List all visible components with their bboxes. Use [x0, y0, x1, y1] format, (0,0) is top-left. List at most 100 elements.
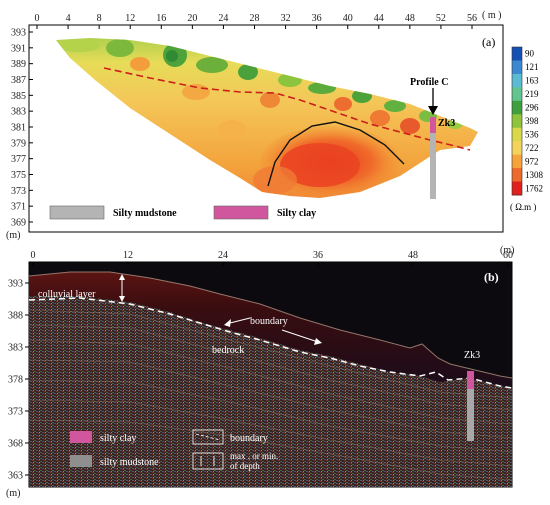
- profile-label: Profile C: [410, 77, 448, 88]
- panel-a-x-tick-label: 20: [187, 13, 197, 24]
- panel-a-x-tick-label: 0: [35, 13, 40, 24]
- panel-a-y-tick-label: 381: [11, 123, 26, 134]
- panel-a-y-tick-label: 377: [11, 154, 26, 165]
- panel-a-x-tick-label: 48: [405, 13, 415, 24]
- colorbar-value: 398: [525, 116, 539, 126]
- colorbar-value: 90: [525, 49, 535, 59]
- legend-b-depth-label-2: of depth: [230, 461, 260, 471]
- colorbar-value: 121: [525, 62, 539, 72]
- colorbar-unit: ( Ω.m ): [510, 202, 536, 212]
- colorbar-swatch: [512, 100, 522, 115]
- boundary-label: boundary: [250, 316, 288, 327]
- panel-b-y-ticks: 393 388 383 378 373 368 363: [8, 279, 29, 482]
- panel-b-y-tick-label: 378: [8, 375, 23, 386]
- panel-a-x-tick-label: 28: [250, 13, 260, 24]
- colorbar-swatch: [512, 154, 522, 169]
- panel-b-x-tick-label: 60: [503, 250, 513, 261]
- colorbar-swatch: [512, 141, 522, 156]
- panel-a-x-tick-label: 56: [467, 13, 477, 24]
- gpr-borehole-clay: [467, 371, 474, 389]
- colorbar-swatch: [512, 47, 522, 61]
- panel-a-y-tick-label: 373: [11, 186, 26, 197]
- panel-b-y-tick-label: 373: [8, 407, 23, 418]
- panel-a-x-tick-label: 52: [436, 13, 446, 24]
- gpr-borehole-label: Zk3: [464, 350, 480, 361]
- colorbar-swatch: [512, 73, 522, 88]
- colorbar-swatch: [512, 168, 522, 183]
- panel-b-y-tick-label: 388: [8, 311, 23, 322]
- panel-a-y-tick-label: 371: [11, 202, 26, 213]
- panel-a-y-tick-label: 369: [11, 218, 26, 229]
- colorbar-value: 1308: [525, 170, 544, 180]
- panel-a-x-tick-label: 24: [218, 13, 228, 24]
- panel-a-label: (a): [482, 35, 495, 49]
- legend-b-depth-box: [192, 452, 224, 470]
- legend-b-boundary-box: [192, 429, 224, 445]
- panel-a-y-ticks: 393 391 389 387 385 383 381 379 377 375 373 371 369: [11, 28, 33, 229]
- panel-a-x-unit: ( m ): [482, 10, 501, 21]
- legend-b-clay-swatch: [70, 431, 92, 443]
- panel-b-y-tick-label: 393: [8, 279, 23, 290]
- panel-b-x-tick-label: 0: [31, 250, 36, 261]
- panel-a-x-tick-label: 16: [156, 13, 166, 24]
- legend-mudstone-swatch: [49, 205, 105, 220]
- colorbar-swatch: [512, 87, 522, 102]
- boundary-line: [103, 67, 471, 151]
- panel-a-y-tick-label: 389: [11, 59, 26, 70]
- panel-b-x-tick-label: 12: [123, 250, 133, 261]
- colluvial-label: colluvial layer: [38, 289, 96, 300]
- gpr-borehole-mudstone: [467, 389, 474, 441]
- colorbar: 90 121 163 219 296 398 536 722 972 1308 1762: [511, 46, 544, 196]
- panel-a-x-tick-label: 32: [281, 13, 291, 24]
- panel-b-y-tick-label: 368: [8, 439, 23, 450]
- colorbar-value: 296: [525, 103, 539, 113]
- panel-b-x-tick-label: 36: [313, 250, 323, 261]
- legend-b-depth-label: max . or min.: [230, 451, 278, 461]
- colorbar-value: 219: [525, 89, 539, 99]
- panel-b-y-unit: (m): [6, 488, 20, 499]
- legend-b-mudstone-label: silty mudstone: [100, 457, 159, 468]
- panel-a-x-tick-label: 36: [312, 13, 322, 24]
- panel-a-y-tick-label: 385: [11, 91, 26, 102]
- panel-a-x-tick-label: 12: [125, 13, 135, 24]
- panel-a: 0 4 8 12 16 20 24 28 32 36 40 44 48 52 56 ( m ) 393391…: [6, 10, 544, 241]
- legend-mudstone-label: Silty mudstone: [113, 208, 177, 219]
- panel-a-x-tick-label: 8: [97, 13, 102, 24]
- colorbar-swatch: [512, 114, 522, 129]
- legend-clay-label: Silty clay: [277, 208, 316, 219]
- gpr-section: [29, 271, 512, 487]
- panel-a-x-tick-label: 40: [343, 13, 353, 24]
- panel-a-y-tick-label: 375: [11, 170, 26, 181]
- panel-b-x-tick-label: 48: [408, 250, 418, 261]
- colorbar-value: 972: [525, 156, 539, 166]
- legend-b-mudstone-swatch: [70, 455, 92, 467]
- legend-clay-swatch: [213, 205, 269, 220]
- colorbar-value: 536: [525, 129, 539, 139]
- colorbar-swatch: [512, 181, 522, 196]
- hot-zone-contour: [267, 121, 405, 187]
- colorbar-value: 163: [525, 76, 539, 86]
- colorbar-value: 1762: [525, 183, 543, 193]
- panel-a-y-tick-label: 379: [11, 138, 26, 149]
- panel-a-y-tick-label: 383: [11, 107, 26, 118]
- panel-b-y-tick-label: 383: [8, 343, 23, 354]
- panel-b-y-tick-label: 363: [8, 471, 23, 482]
- panel-a-x-tick-label: 4: [66, 13, 71, 24]
- panel-a-y-tick-label: 393: [11, 28, 26, 39]
- panel-b: 0 12 24 36 48 60 (m) 393 388 383 378 373 368 363 (m…: [6, 245, 514, 499]
- panel-b-x-unit: (m): [500, 245, 514, 256]
- panel-a-y-tick-label: 391: [11, 43, 26, 54]
- panel-a-x-ticks: 0 4 8 12 16 20 24 28 32 36 40 44 48 52 56: [35, 13, 477, 29]
- legend-b-boundary-label: boundary: [230, 433, 268, 444]
- legend-b-clay-label: silty clay: [100, 433, 136, 444]
- borehole-mudstone: [430, 133, 436, 199]
- panel-b-x-ticks: 0 12 24 36 48 60: [31, 250, 513, 266]
- panel-a-x-tick-label: 44: [374, 13, 384, 24]
- colorbar-swatch: [512, 127, 522, 142]
- panel-a-y-tick-label: 387: [11, 75, 26, 86]
- colorbar-value: 722: [525, 143, 539, 153]
- panel-b-label: (b): [484, 270, 499, 284]
- borehole-label: Zk3: [438, 118, 455, 129]
- bedrock-label: bedrock: [212, 345, 244, 356]
